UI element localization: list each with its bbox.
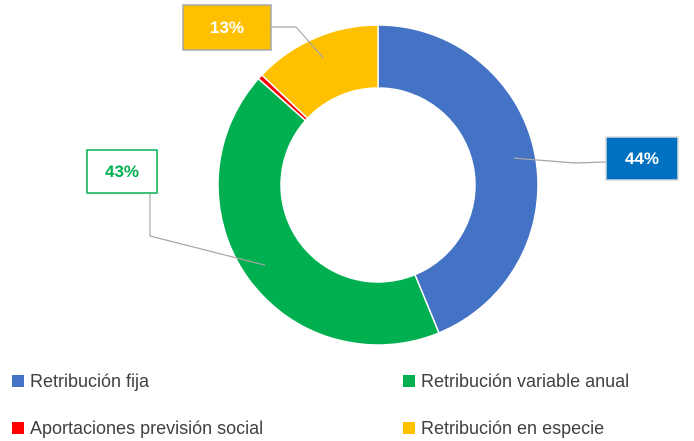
data-label: 13% [210, 18, 244, 37]
legend-swatch [12, 422, 24, 434]
label-box [182, 4, 272, 51]
donut-slice [217, 77, 440, 346]
legend-label: Retribución en especie [421, 418, 604, 438]
legend-label: Retribución fija [30, 371, 150, 391]
label-box [605, 136, 679, 181]
legend-swatch [403, 422, 415, 434]
legend-label: Aportaciones previsión social [30, 418, 263, 438]
legend-label: Retribución variable anual [421, 371, 629, 391]
data-label: 43% [105, 162, 139, 181]
legend-swatch [12, 375, 24, 387]
legend-swatch [403, 375, 415, 387]
label-box [86, 149, 158, 194]
leader-line [513, 157, 607, 164]
data-label: 44% [625, 149, 659, 168]
leader-line [271, 26, 324, 59]
donut-slice [377, 24, 539, 334]
donut-slice [260, 24, 379, 120]
leader-line [149, 193, 266, 266]
